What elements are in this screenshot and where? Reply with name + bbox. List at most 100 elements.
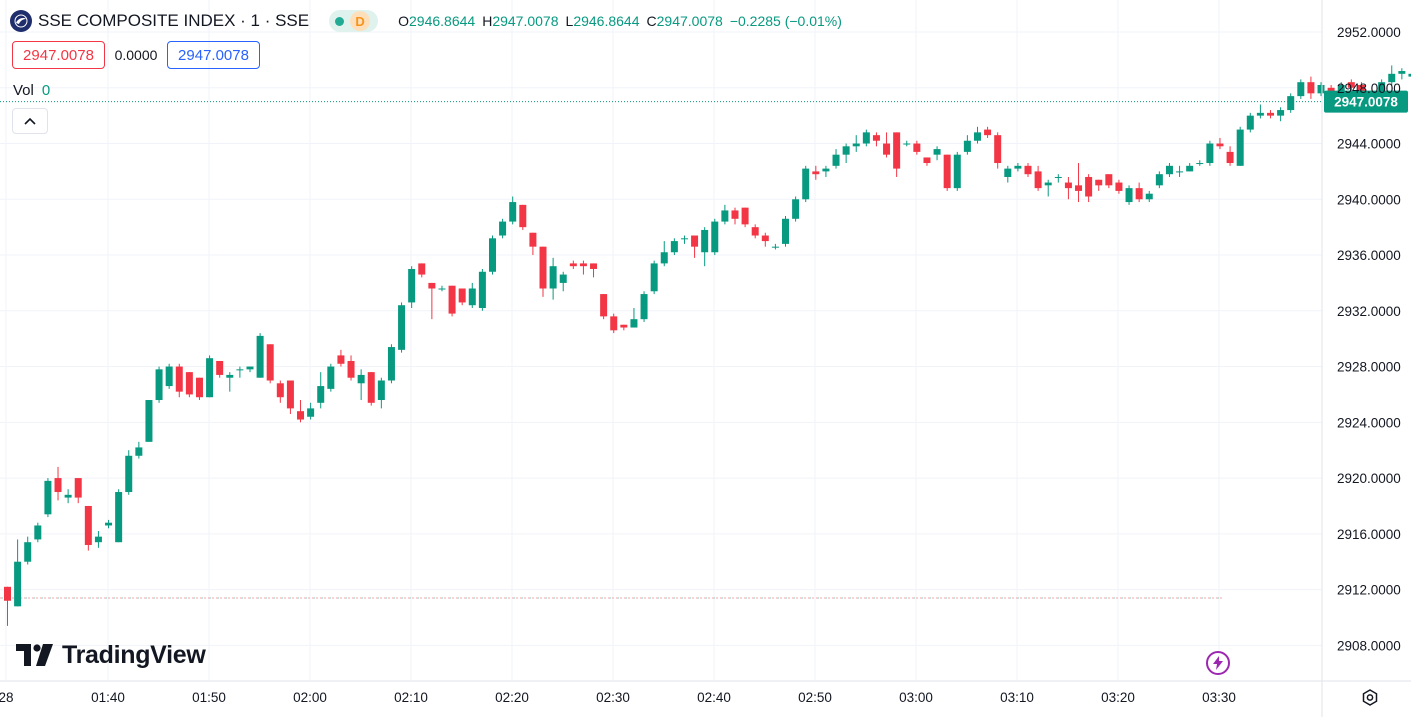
candle	[529, 232, 537, 256]
y-tick-label: 2912.0000	[1337, 583, 1401, 598]
brand-name: TradingView	[62, 640, 206, 669]
open-label: O	[398, 13, 410, 29]
x-tick-label: 28	[0, 690, 14, 705]
candle-body	[751, 227, 759, 236]
sell-button[interactable]: 2947.0078	[12, 41, 105, 69]
candle	[64, 489, 72, 504]
candle	[1317, 82, 1325, 97]
candle-body	[994, 135, 1002, 164]
candle	[559, 271, 567, 292]
gear-icon[interactable]	[1360, 688, 1380, 708]
volume-legend: Vol 0	[13, 82, 50, 99]
candle	[509, 196, 517, 225]
candle	[206, 355, 214, 398]
candle	[883, 132, 891, 158]
candle-body	[731, 210, 739, 219]
candle	[246, 366, 254, 373]
candle	[286, 380, 294, 414]
price-axis[interactable]: 2952.0000 2948.0000 2944.0000 2940.0000 2936…	[1321, 0, 1401, 717]
candle-body	[1256, 112, 1264, 116]
close-value: 2947.0078	[656, 13, 723, 29]
candle-body	[741, 207, 749, 225]
candle-body	[691, 235, 699, 247]
candle-body	[721, 210, 729, 222]
candle	[1398, 68, 1406, 80]
buy-button[interactable]: 2947.0078	[167, 41, 260, 69]
candle-body	[256, 335, 264, 378]
candle-body	[670, 241, 678, 253]
candle	[973, 126, 981, 144]
candle-body	[74, 478, 82, 498]
candle	[1115, 179, 1123, 194]
candle-body	[1064, 182, 1072, 189]
time-axis[interactable]: 28 01:40 01:50 02:00 02:10 02:20 02:30 02:40 02:…	[0, 680, 1411, 705]
candle-body	[155, 369, 163, 401]
candle	[1236, 126, 1244, 166]
candle-body	[539, 246, 547, 289]
x-tick-label: 01:40	[91, 690, 125, 705]
market-status-badge[interactable]: D	[329, 10, 379, 32]
candle	[236, 366, 244, 378]
candle	[1165, 163, 1173, 177]
candle-body	[175, 366, 183, 392]
change-value: −0.2285 (−0.01%)	[729, 13, 842, 29]
candle-body	[1226, 151, 1234, 164]
candle-body	[549, 266, 557, 289]
candle-body	[883, 143, 891, 155]
candle	[14, 539, 22, 607]
candle	[1054, 174, 1062, 183]
candle	[1297, 79, 1305, 99]
candle	[428, 282, 436, 320]
candle-body	[1014, 165, 1022, 169]
collapse-legend-button[interactable]	[12, 108, 48, 134]
candle	[731, 207, 739, 225]
candle-body	[398, 305, 406, 350]
candle-body	[135, 447, 143, 456]
candle-body	[307, 408, 315, 417]
candle-body	[357, 374, 365, 384]
symbol-title[interactable]: SSE COMPOSITE INDEX · 1 · SSE	[38, 11, 310, 30]
candle-body	[1378, 82, 1386, 94]
candle	[539, 246, 547, 297]
candle-body	[1085, 176, 1093, 197]
candle	[842, 143, 850, 164]
candle-body	[1408, 73, 1411, 77]
candle	[175, 363, 183, 398]
candle	[771, 243, 779, 250]
candle-body	[842, 146, 850, 155]
candle-body	[1145, 193, 1153, 200]
tradingview-brand[interactable]: TradingView	[16, 640, 206, 670]
candle	[660, 241, 668, 267]
candle	[297, 400, 305, 423]
candle-body	[650, 263, 658, 292]
candle	[226, 372, 234, 392]
volume-label: Vol	[13, 82, 34, 99]
candle	[307, 402, 315, 420]
candle	[488, 235, 496, 275]
y-tick-label: 2944.0000	[1337, 137, 1401, 152]
candle-body	[226, 374, 234, 378]
candle-body	[14, 561, 22, 607]
candle-body	[448, 285, 456, 314]
candle-body	[1287, 96, 1295, 111]
candle	[1176, 165, 1184, 177]
candle	[165, 363, 173, 389]
candle	[832, 149, 840, 169]
candle-body	[1176, 171, 1184, 173]
candle	[418, 263, 426, 278]
chart-header: SSE COMPOSITE INDEX · 1 · SSE D O2946.86…	[10, 8, 842, 34]
candle-body	[903, 143, 911, 145]
candle-series	[4, 65, 1411, 626]
candle	[519, 204, 527, 230]
sse-logo-icon[interactable]	[10, 10, 32, 32]
candle	[872, 132, 880, 147]
candle	[680, 235, 688, 244]
volume-value: 0	[41, 82, 51, 99]
candle	[337, 349, 345, 367]
lightning-icon[interactable]	[1206, 651, 1230, 675]
candle-body	[963, 140, 971, 152]
candle-body	[1024, 165, 1032, 175]
candle-body	[1388, 73, 1396, 83]
candle-body	[1004, 168, 1012, 177]
